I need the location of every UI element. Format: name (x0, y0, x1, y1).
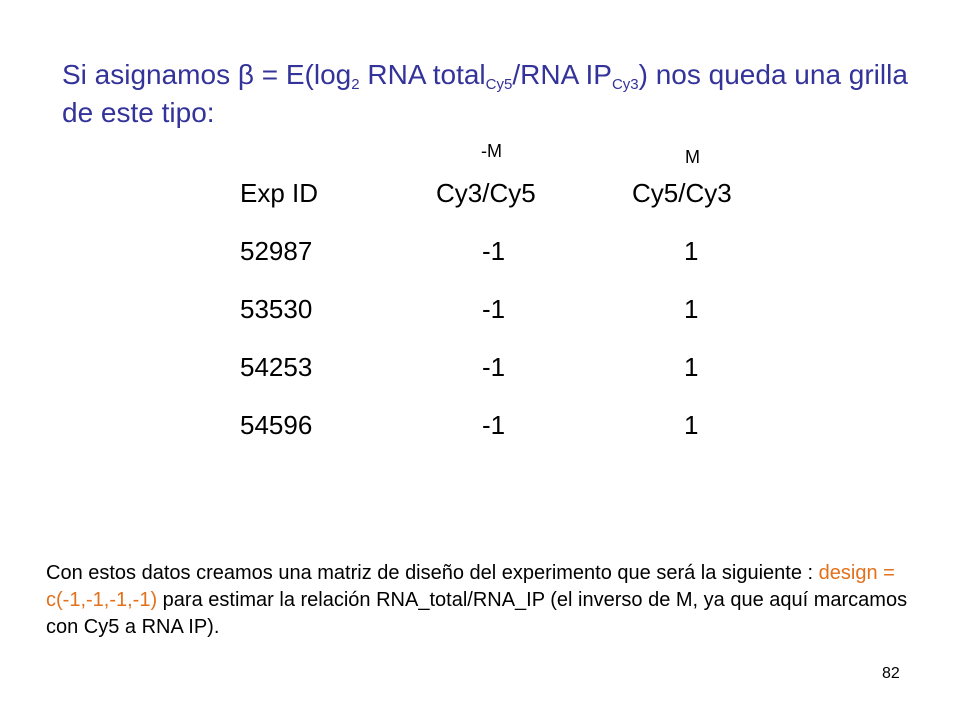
title-part-1: Si asignamos β = E(log (62, 59, 352, 90)
exp-id-cell: 53530 (240, 294, 313, 324)
column-mark-minus-m: -M (481, 141, 502, 161)
cy3-cy5-cell: -1 (482, 236, 506, 266)
column-mark-m: M (685, 147, 700, 167)
cy3-cy5-cell: -1 (482, 410, 506, 440)
page-number: 82 (882, 665, 900, 682)
exp-id-cell: 52987 (240, 236, 313, 266)
design-vector-highlight: design = c(-1,-1,-1,-1) (46, 562, 895, 611)
slide-title: Si asignamos β = E(log2 RNA totalCy5/RNA… (62, 56, 942, 132)
cy5-cy3-cell: 1 (684, 352, 699, 382)
title-sub-cy5: Cy5 (485, 76, 513, 93)
cy3-cy5-cell: -1 (482, 352, 506, 382)
header-cy5-cy3: Cy5/Cy3 (632, 178, 732, 208)
title-sub-log-base: 2 (351, 76, 360, 93)
header-exp-id: Exp ID (240, 178, 319, 208)
cy3-cy5-cell: -1 (482, 294, 506, 324)
cy5-cy3-cell: 1 (684, 410, 699, 440)
cy5-cy3-cell: 1 (684, 236, 699, 266)
exp-id-cell: 54596 (240, 410, 313, 440)
title-part-4: ) nos queda una grilla de este tipo: (62, 59, 908, 128)
title-part-2: RNA total (359, 59, 486, 90)
exp-id-cell: 54253 (240, 352, 313, 382)
title-sub-cy3: Cy3 (611, 76, 639, 93)
cy5-cy3-cell: 1 (684, 294, 699, 324)
footer-paragraph: Con estos datos creamos una matriz de di… (46, 560, 926, 641)
title-part-3: /RNA IP (512, 59, 612, 90)
header-cy3-cy5: Cy3/Cy5 (436, 178, 536, 208)
footer-text-before: Con estos datos creamos una matriz de di… (46, 562, 819, 584)
footer-text-after: para estimar la relación RNA_total/RNA_I… (46, 589, 908, 638)
